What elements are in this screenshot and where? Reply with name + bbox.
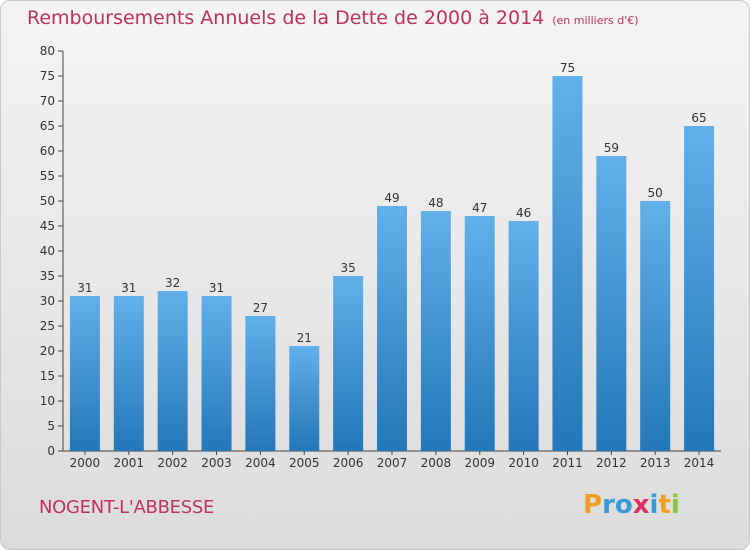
y-tick-label: 5 (47, 419, 55, 433)
data-label: 50 (648, 186, 663, 200)
x-tick-label: 2006 (333, 456, 364, 470)
logo-letter: P (583, 490, 603, 520)
x-tick-label: 2003 (201, 456, 232, 470)
y-tick-label: 20 (40, 344, 55, 358)
y-tick-label: 70 (40, 94, 55, 108)
x-tick-label: 2009 (464, 456, 495, 470)
x-tick-label: 2012 (596, 456, 627, 470)
y-tick-label: 0 (47, 444, 55, 458)
logo-letter: i (670, 490, 680, 520)
bar (640, 201, 671, 451)
x-tick-label: 2004 (245, 456, 276, 470)
chart-title-text: Remboursements Annuels de la Dette de 20… (27, 7, 545, 29)
logo-letter: x (632, 490, 650, 520)
x-tick-label: 2010 (508, 456, 539, 470)
x-tick-label: 2014 (684, 456, 715, 470)
y-tick-label: 60 (40, 144, 55, 158)
x-tick-label: 2000 (70, 456, 101, 470)
data-label: 31 (209, 281, 224, 295)
chart-title-unit: (en milliers d'€) (552, 14, 639, 27)
logo-letter: o (614, 490, 633, 520)
x-tick-label: 2013 (640, 456, 671, 470)
x-tick-label: 2002 (157, 456, 188, 470)
y-tick-label: 50 (40, 194, 55, 208)
y-tick-label: 80 (40, 44, 55, 58)
chart-title: Remboursements Annuels de la Dette de 20… (27, 7, 639, 29)
data-label: 21 (297, 331, 312, 345)
x-tick-label: 2001 (114, 456, 145, 470)
bar (333, 276, 364, 451)
x-tick-label: 2011 (552, 456, 583, 470)
bar (377, 206, 407, 451)
data-label: 32 (165, 276, 180, 290)
bar (113, 296, 144, 451)
data-label: 35 (340, 261, 355, 275)
data-label: 31 (77, 281, 92, 295)
data-label: 46 (516, 206, 531, 220)
logo-letter: r (602, 490, 615, 520)
commune-name: NOGENT-L'ABBESSE (39, 497, 215, 518)
y-tick-label: 15 (40, 369, 55, 383)
data-label: 48 (428, 196, 443, 210)
logo-letter: i (649, 490, 659, 520)
bar (201, 296, 232, 451)
data-label: 49 (384, 191, 399, 205)
x-tick-label: 2005 (289, 456, 320, 470)
bar (464, 216, 495, 451)
bar (245, 316, 276, 451)
y-tick-label: 35 (40, 269, 55, 283)
y-tick-label: 40 (40, 244, 55, 258)
x-tick-label: 2007 (377, 456, 408, 470)
bar (684, 126, 715, 451)
y-tick-label: 65 (40, 119, 55, 133)
y-tick-label: 10 (40, 394, 55, 408)
bar (596, 156, 627, 451)
y-tick-label: 25 (40, 319, 55, 333)
y-tick-label: 55 (40, 169, 55, 183)
y-tick-label: 75 (40, 69, 55, 83)
bar (157, 291, 188, 451)
data-label: 65 (691, 111, 706, 125)
data-label: 31 (121, 281, 136, 295)
y-tick-label: 45 (40, 219, 55, 233)
bar (69, 296, 100, 451)
data-label: 47 (472, 201, 487, 215)
bar (508, 221, 539, 451)
logo-letter: t (658, 490, 671, 520)
proxiti-logo: Proxiti (583, 490, 680, 520)
x-tick-label: 2008 (421, 456, 452, 470)
bar (552, 76, 583, 451)
data-label: 75 (560, 61, 575, 75)
bar (420, 211, 451, 451)
bar (289, 346, 320, 451)
y-tick-label: 30 (40, 294, 55, 308)
data-label: 59 (604, 141, 619, 155)
data-label: 27 (253, 301, 268, 315)
